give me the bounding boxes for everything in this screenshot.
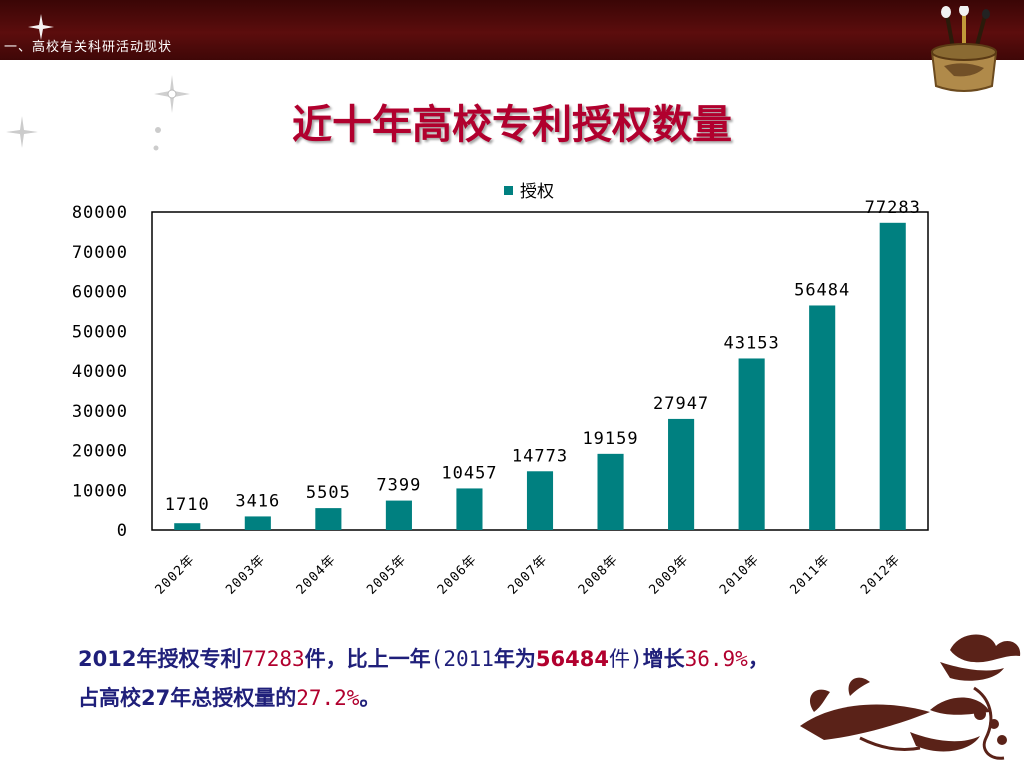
summary-line-2: 占高校27年总授权量的27.2%。 [78,679,938,718]
flower-ornament-icon [800,634,1021,760]
brush-pot-icon [930,6,998,92]
summary-text-fragment: 占高校27年总授权量的 [78,686,297,710]
y-tick-label: 20000 [72,442,128,462]
summary-text-fragment: 件) [608,647,643,671]
bar [809,305,836,530]
bar [174,523,201,530]
data-label: 27947 [653,394,709,414]
data-label: 7399 [376,476,421,496]
x-tick-label: 2008年 [576,552,621,597]
summary-text: 2012年授权专利77283件，比上一年(2011年为56484件)增长36.9… [78,640,938,718]
data-label: 3416 [235,491,280,511]
summary-line-1: 2012年授权专利77283件，比上一年(2011年为56484件)增长36.9… [78,640,938,679]
data-label: 14773 [512,446,568,466]
summary-text-fragment: 年为 [493,647,536,671]
y-tick-label: 80000 [72,203,128,223]
legend-swatch [504,186,513,195]
sparkle-icon [6,116,38,148]
sparkle-icon [154,75,190,113]
summary-share-rate: 27.2% [296,686,360,710]
y-tick-label: 40000 [72,362,128,382]
x-tick-label: 2002年 [153,552,198,597]
x-tick-label: 2009年 [646,552,691,597]
data-label: 77283 [865,198,921,218]
bar [456,488,483,530]
x-tick-label: 2007年 [505,552,550,597]
section-label: 一、高校有关科研活动现状 [4,40,173,55]
summary-text-fragment: ， [747,647,769,671]
x-tick-label: 2003年 [223,552,268,597]
bar [385,500,412,530]
legend-label: 授权 [520,182,554,202]
bar-chart: 0 10000 20000 30000 40000 50000 60000 70000 8000… [40,170,950,630]
y-tick-label: 0 [117,521,128,541]
sparkle-icon [28,14,54,40]
bar [879,222,906,530]
x-tick-label: 2012年 [858,552,903,597]
x-tick-label: 2010年 [717,552,762,597]
data-label: 19159 [582,429,638,449]
summary-text-fragment: 2012年授权专利 [78,647,242,671]
data-label: 56484 [794,280,850,300]
y-tick-label: 30000 [72,402,128,422]
summary-growth-rate: 36.9% [684,647,748,671]
data-label: 5505 [306,483,351,503]
y-tick-label: 10000 [72,481,128,501]
summary-text-fragment: 增长 [642,647,685,671]
data-label: 43153 [724,333,780,353]
summary-text-fragment: 。 [359,686,381,710]
bar [668,418,695,530]
y-tick-label: 50000 [72,322,128,342]
summary-value-2012: 77283 [241,647,305,671]
bar [315,508,342,530]
page-title: 近十年高校专利授权数量 [292,102,732,148]
x-tick-label: 2005年 [364,552,409,597]
data-label: 1710 [165,495,210,515]
x-tick-label: 2006年 [435,552,480,597]
bar [597,453,624,530]
x-tick-label: 2004年 [294,552,339,597]
summary-text-fragment: 件，比上一年 [304,647,431,671]
bar-chart-svg: 0 10000 20000 30000 40000 50000 60000 70000 8000… [72,182,929,598]
bar [244,516,271,530]
summary-text-fragment: (2011 [430,647,494,671]
sparkle-icon [153,127,161,151]
data-label: 10457 [441,463,497,483]
header-band [0,0,1024,60]
y-tick-label: 60000 [72,283,128,303]
x-tick-label: 2011年 [788,552,833,597]
bar [526,471,554,530]
y-tick-label: 70000 [72,243,128,263]
bar [738,358,765,530]
summary-value-2011: 56484 [535,647,609,671]
